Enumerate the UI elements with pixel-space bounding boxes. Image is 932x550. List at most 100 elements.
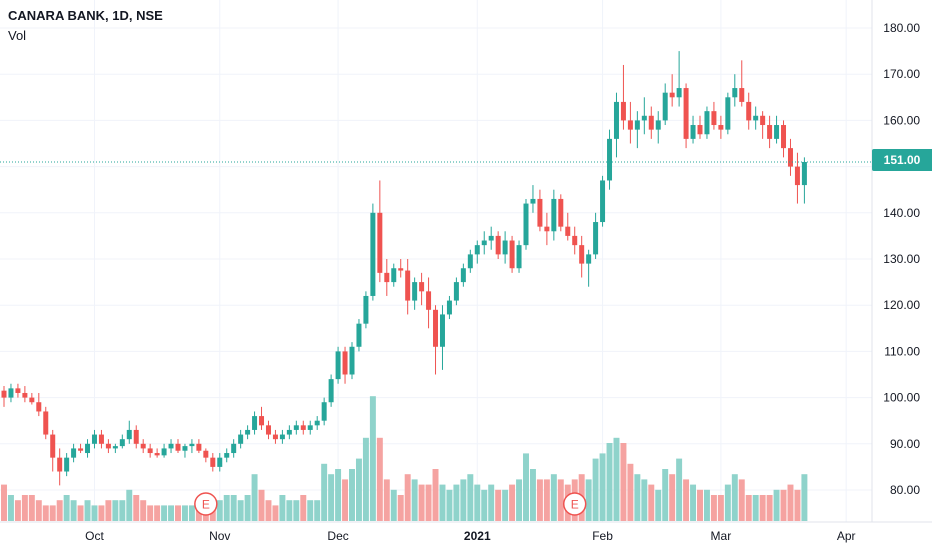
candle-body <box>29 397 35 403</box>
volume-bar <box>641 479 648 521</box>
candle-body <box>781 125 787 149</box>
candle-body <box>168 443 174 449</box>
candle-body <box>586 254 592 264</box>
volume-bar <box>98 505 105 521</box>
price-tick-label: 120.00 <box>883 298 920 312</box>
time-tick-label: Dec <box>327 529 348 543</box>
volume-bar <box>49 505 56 521</box>
candle-body <box>238 434 244 444</box>
candle-body <box>683 88 689 139</box>
volume-bar <box>557 479 564 521</box>
volume-bar <box>523 453 529 521</box>
candle-body <box>502 240 508 255</box>
candle-body <box>676 88 682 98</box>
volume-bar <box>439 484 446 521</box>
volume-bar <box>70 500 77 521</box>
candle-body <box>307 425 313 430</box>
volume-bar <box>683 479 690 521</box>
candle-body <box>398 268 404 271</box>
volume-bar <box>42 505 49 521</box>
candle-body <box>530 198 536 204</box>
volume-bar <box>418 484 425 521</box>
volume-bar <box>21 495 28 521</box>
volume-bar <box>738 479 745 521</box>
candle-body <box>140 443 146 449</box>
volume-bar <box>759 495 766 521</box>
price-tick-label: 180.00 <box>883 21 920 35</box>
last-price-tag: 151.00 <box>872 149 932 171</box>
candle-body <box>405 270 411 301</box>
volume-bar <box>383 479 390 521</box>
candle-body <box>349 346 355 375</box>
candle-body <box>224 453 230 458</box>
volume-bar <box>63 495 70 521</box>
volume-bar <box>147 505 154 521</box>
candle-body <box>43 411 49 435</box>
volume-bar <box>28 495 35 521</box>
candle-body <box>753 115 759 121</box>
candle-body <box>335 351 341 380</box>
volume-bar <box>362 437 369 521</box>
volume-bar <box>411 479 418 521</box>
volume-bar <box>84 500 91 521</box>
candle-body <box>391 268 397 283</box>
candle-body <box>182 446 188 451</box>
time-tick-label: Feb <box>592 529 613 543</box>
volume-bar <box>648 484 655 521</box>
candle-body <box>265 425 271 435</box>
volume-bar <box>752 495 759 521</box>
candle-body <box>328 379 334 403</box>
volume-bar <box>676 458 683 521</box>
candle-body <box>446 300 452 315</box>
volume-bar <box>161 505 168 521</box>
volume-bar <box>91 505 98 521</box>
candle-body <box>98 434 104 444</box>
volume-bar <box>474 484 481 521</box>
volume-bar <box>376 437 383 521</box>
candle-body <box>245 429 251 435</box>
price-tick-label: 140.00 <box>883 206 920 220</box>
volume-bar <box>56 500 63 521</box>
volume-bar <box>14 500 21 521</box>
volume-bar <box>745 495 752 521</box>
candle-body <box>697 125 703 135</box>
volume-bar <box>300 495 307 521</box>
candle-body <box>467 254 473 269</box>
grid <box>0 0 872 522</box>
volume-bar <box>397 495 404 521</box>
candle-body <box>787 148 793 167</box>
candle-body <box>544 226 550 232</box>
price-tick-label: 110.00 <box>884 344 920 358</box>
candle-body <box>537 198 543 227</box>
volume-bar <box>7 495 14 521</box>
volume-bar <box>592 458 599 521</box>
candle-body <box>488 235 494 241</box>
volume-bar <box>175 505 181 521</box>
candle-body <box>613 101 619 139</box>
candle-body <box>634 120 640 130</box>
volume-bar <box>258 489 265 521</box>
volume-bar <box>766 495 773 521</box>
price-axis[interactable]: 80.00 90.00 100.00 110.00 120.00 130.00 140.00… <box>883 21 920 497</box>
time-axis[interactable]: Oct Nov Dec 2021 Feb Mar Apr <box>85 529 855 543</box>
candle-body <box>648 115 654 130</box>
candle-body <box>593 222 599 255</box>
candle-body <box>196 443 202 451</box>
volume-bar <box>502 489 509 521</box>
candle-body <box>558 198 564 227</box>
volume-bar <box>349 469 355 521</box>
time-tick-label: Oct <box>85 529 104 543</box>
volume-bar <box>251 474 258 521</box>
candle-body <box>704 111 710 135</box>
candle-body <box>523 203 529 246</box>
volume-bar <box>404 474 411 521</box>
candle-body <box>711 111 717 126</box>
volume-bar <box>119 500 126 521</box>
time-tick-label: Apr <box>837 529 856 543</box>
candle-body <box>607 138 613 181</box>
candle-body <box>474 245 480 255</box>
candle-body <box>551 198 557 232</box>
volume-bar <box>529 469 536 521</box>
candle-body <box>126 429 132 440</box>
volume-bar <box>314 500 321 521</box>
